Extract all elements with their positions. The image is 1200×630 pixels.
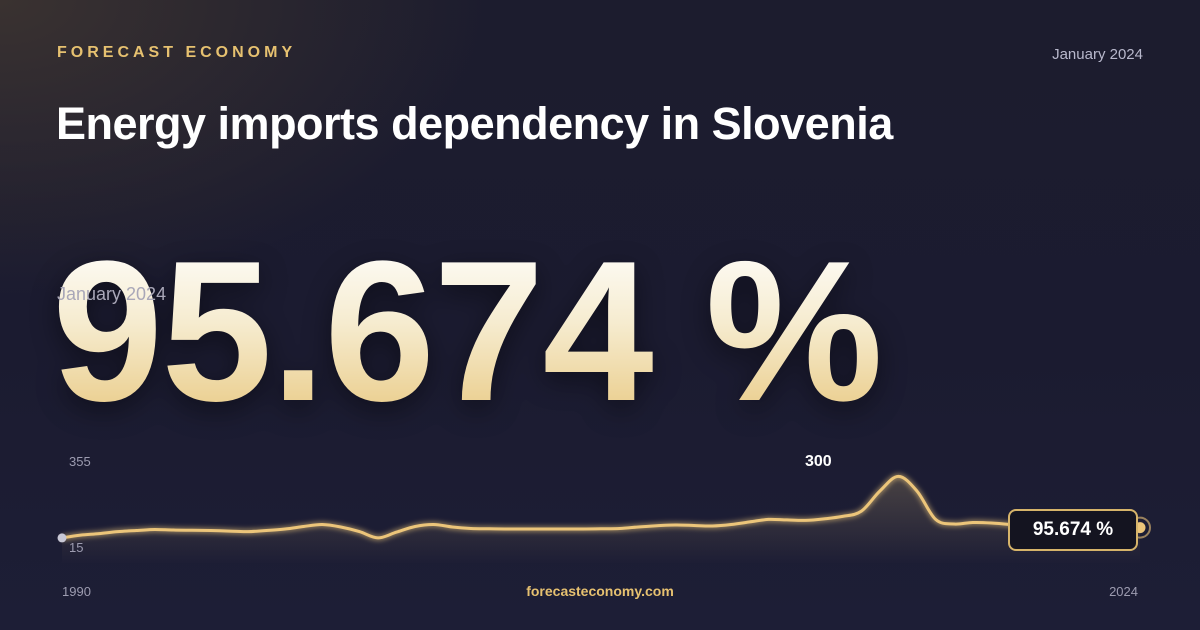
x-tick-start: 1990 — [62, 584, 91, 599]
page-title: Energy imports dependency in Slovenia — [56, 98, 893, 149]
header-date: January 2024 — [1052, 46, 1143, 63]
footer-site: forecasteconomy.com — [526, 583, 674, 599]
last-value-callout: 95.674 % — [1008, 509, 1138, 551]
chart-canvas — [57, 473, 1151, 564]
headline-date: January 2024 — [57, 284, 167, 304]
y-tick-min: 15 — [69, 540, 84, 555]
sparkline-chart: 355 15 300 95.674 % 1990 2024 — [0, 440, 1200, 599]
headline-value: 95.674 % — [52, 220, 883, 443]
brand-name: FORECAST ECONOMY — [57, 44, 297, 61]
min-point-marker — [57, 533, 67, 543]
peak-label: 300 — [805, 453, 832, 470]
x-tick-end: 2024 — [1109, 584, 1138, 599]
series-area — [62, 476, 1140, 564]
series-line — [61, 474, 1141, 540]
y-tick-max: 355 — [69, 454, 91, 469]
